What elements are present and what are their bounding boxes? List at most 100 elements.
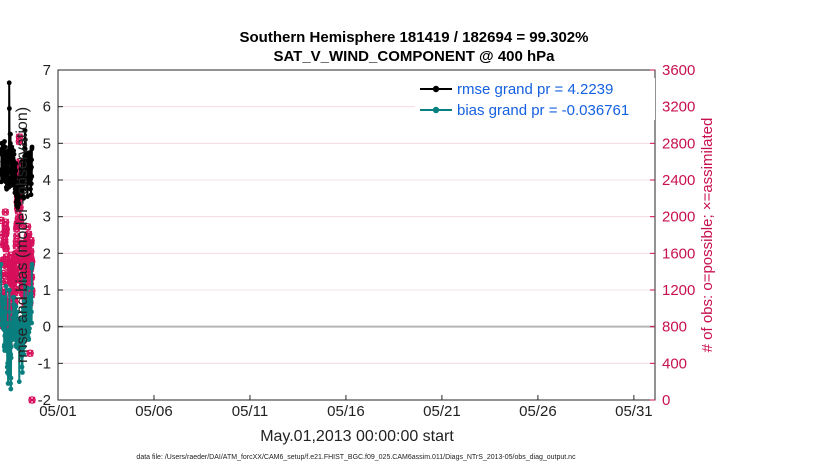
series-point: [21, 338, 27, 344]
obs-count-point: [26, 349, 34, 357]
x-tick-label: 05/26: [519, 403, 557, 420]
obs-assimilated-marker: [25, 230, 33, 238]
series-point: [9, 144, 15, 150]
left-tick-label: 3: [43, 209, 51, 226]
x-tick-label: 05/11: [232, 403, 268, 420]
series-point: [28, 186, 33, 192]
obs-assimilated-marker: [23, 223, 32, 231]
right-tick-label: 1200: [662, 282, 695, 299]
chart-title-line1: Southern Hemisphere 181419 / 182694 = 99…: [240, 29, 589, 46]
right-axis-ticks: 0 400 800 1200 1600 2000 2400 2800 3200 3600: [650, 62, 695, 409]
series-point: [27, 315, 33, 320]
series-point: [8, 381, 13, 386]
series-point: [25, 285, 30, 291]
series-point: [5, 166, 11, 172]
obs-assimilated-marker: [27, 248, 35, 255]
series-point: [28, 294, 34, 300]
series-point: [22, 142, 28, 148]
series-point: [29, 261, 35, 267]
series-point: [29, 285, 35, 291]
series-point: [2, 144, 8, 150]
series-point: [27, 150, 33, 155]
series-point: [13, 304, 19, 309]
obs-assimilated-marker: [2, 218, 10, 226]
x-axis-label: May.01,2013 00:00:00 start: [260, 428, 454, 445]
series-point: [22, 137, 28, 143]
x-tick-label: 05/31: [615, 403, 653, 420]
x-tick-label: 05/06: [135, 403, 173, 420]
series-point: [1, 172, 7, 177]
legend-box: [415, 78, 655, 120]
x-tick-label: 05/16: [327, 403, 365, 420]
series-point: [3, 283, 9, 289]
series-point: [16, 194, 22, 199]
obs-count-point: [1, 208, 10, 216]
right-tick-label: 2400: [662, 172, 695, 189]
series-point: [8, 177, 14, 183]
series-point: [15, 205, 21, 210]
series-point: [12, 183, 17, 188]
obs-count-point: [27, 236, 35, 245]
obs-assimilated-marker: [11, 276, 19, 284]
series-point: [8, 355, 14, 361]
series-point: [15, 309, 20, 315]
series-point: [28, 291, 34, 297]
obs-count-point: [27, 247, 35, 256]
x-tick-label: 05/01: [39, 403, 77, 420]
series-point: [0, 294, 6, 300]
series-point: [21, 298, 27, 304]
left-tick-label: 0: [43, 319, 51, 336]
series-point: [5, 170, 11, 176]
series-point: [1, 316, 7, 322]
chart-title-line2: SAT_V_WIND_COMPONENT @ 400 hPa: [273, 48, 555, 65]
rmse-series: [0, 80, 35, 210]
series-point: [7, 340, 13, 346]
right-tick-label: 3600: [662, 62, 695, 79]
series-point: [29, 144, 35, 150]
series-point: [28, 181, 34, 187]
legend-rmse-label: rmse grand pr = 4.2239: [457, 81, 613, 98]
legend-rmse-marker: [432, 85, 440, 93]
series-point: [13, 168, 19, 174]
series-point: [13, 161, 19, 166]
series-point: [21, 195, 27, 201]
obs-assimilated-marker: [2, 226, 10, 233]
series-point: [18, 188, 24, 194]
series-point: [1, 309, 7, 315]
series-point: [19, 364, 25, 370]
series-point: [8, 386, 14, 392]
left-tick-label: -2: [38, 392, 51, 409]
series-point: [7, 140, 13, 146]
obs-count-point: [23, 223, 32, 231]
series-point: [29, 265, 35, 271]
series-point: [29, 309, 34, 315]
left-axis-label: rmse and bias (model - observation): [14, 107, 31, 363]
series-point: [12, 173, 18, 179]
series-point: [0, 261, 4, 267]
series-point: [0, 159, 6, 165]
x-axis-ticks: 05/01 05/06 05/11 05/16 05/21 05/26 05/31: [39, 395, 653, 420]
left-tick-label: 7: [43, 62, 51, 79]
series-point: [6, 287, 12, 293]
obs-count-point: [15, 133, 24, 141]
right-tick-label: 2000: [662, 209, 695, 226]
plot-area: [58, 70, 655, 400]
obs-assimilated-marker: [17, 216, 25, 224]
left-tick-label: 4: [43, 172, 51, 189]
obs-count-point: [1, 218, 10, 226]
series-point: [3, 320, 9, 326]
series-point: [29, 157, 35, 163]
obs-count-point: [2, 225, 10, 234]
series-point: [24, 186, 30, 192]
series-point: [8, 375, 14, 381]
series-point: [20, 370, 25, 375]
obs-assimilated-marker: [11, 285, 19, 293]
series-point: [11, 151, 17, 157]
legend-bias-label: bias grand pr = -0.036761: [457, 102, 629, 119]
series-point: [20, 183, 26, 188]
obs-count-point: [28, 396, 36, 404]
series-point: [25, 181, 31, 187]
obs-assimilated-marker: [27, 237, 35, 244]
